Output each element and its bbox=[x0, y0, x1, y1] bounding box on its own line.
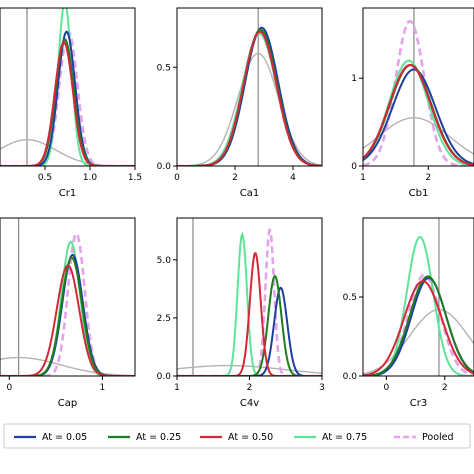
series-curve-3 bbox=[177, 251, 322, 376]
plot-area bbox=[177, 8, 322, 166]
panel-ca1: 0 2 4 0.0 0.5 Ca1 bbox=[157, 7, 323, 199]
x-tick-label: 0 bbox=[6, 383, 12, 393]
series-curve-4 bbox=[363, 235, 474, 376]
x-tick-label: 1 bbox=[100, 383, 106, 393]
series-curve-1 bbox=[177, 286, 322, 376]
legend-label: At = 0.05 bbox=[42, 432, 87, 443]
prior-curve bbox=[177, 52, 322, 166]
series-curve-5 bbox=[363, 273, 474, 376]
legend: At = 0.05 At = 0.25 At = 0.50 At = 0.75 Pool… bbox=[3, 423, 471, 449]
legend-label: At = 0.50 bbox=[228, 432, 273, 443]
x-axis-label: Cb1 bbox=[409, 188, 429, 199]
x-tick-label: 0.5 bbox=[38, 173, 52, 183]
x-tick-label: 1 bbox=[174, 383, 180, 393]
plot-area bbox=[363, 218, 474, 376]
series-curve-2 bbox=[0, 38, 135, 166]
plot-area bbox=[0, 8, 135, 166]
series-curve-4 bbox=[0, 8, 135, 166]
series-curve-1 bbox=[0, 30, 135, 166]
plot-area bbox=[177, 218, 322, 376]
x-axis-label: Cr1 bbox=[59, 188, 76, 199]
series-curve-1 bbox=[177, 26, 322, 166]
y-tick-label: 0.0 bbox=[343, 372, 358, 382]
plot-area bbox=[363, 8, 474, 166]
legend-label: At = 0.25 bbox=[136, 432, 181, 443]
y-tick-label: 1 bbox=[351, 74, 357, 84]
series-curve-3 bbox=[0, 41, 135, 166]
panel-cr3: 0 2 0.0 0.5 Cr3 bbox=[343, 217, 474, 409]
x-axis-label: Cap bbox=[58, 398, 77, 409]
axes-frame bbox=[0, 217, 136, 377]
y-tick-label: 0.5 bbox=[343, 293, 357, 303]
series-curve-5 bbox=[363, 19, 474, 166]
y-tick-label: 5.0 bbox=[157, 256, 172, 266]
series-curve-2 bbox=[363, 275, 474, 376]
legend-label: At = 0.75 bbox=[322, 432, 367, 443]
panel-cr1: 0.5 1.0 1.5 Cr1 bbox=[0, 7, 142, 199]
x-tick-label: 0 bbox=[174, 173, 180, 183]
y-tick-label: 0.5 bbox=[157, 63, 171, 73]
x-tick-label: 2 bbox=[425, 173, 431, 183]
x-tick-label: 1 bbox=[360, 173, 366, 183]
plot-area bbox=[0, 218, 135, 376]
x-tick-label: 2 bbox=[247, 383, 253, 393]
prior-curve bbox=[0, 138, 135, 166]
series-curve-4 bbox=[0, 240, 135, 376]
series-curve-3 bbox=[177, 30, 322, 166]
x-axis-label: Cr3 bbox=[410, 398, 427, 409]
x-tick-label: 1.0 bbox=[83, 173, 98, 183]
x-tick-label: 2 bbox=[232, 173, 238, 183]
x-axis-label: C4v bbox=[240, 398, 259, 409]
y-tick-label: 0.0 bbox=[157, 162, 172, 172]
series-curve-5 bbox=[0, 232, 135, 376]
axes-frame bbox=[176, 7, 323, 167]
prior-curve bbox=[177, 364, 322, 374]
series-curve-3 bbox=[363, 64, 474, 166]
x-tick-label: 4 bbox=[290, 173, 296, 183]
x-axis-label: Ca1 bbox=[240, 188, 259, 199]
y-tick-label: 0.0 bbox=[157, 372, 172, 382]
panel-cap: 0 1 Cap bbox=[0, 217, 136, 409]
legend-label: Pooled bbox=[422, 432, 454, 443]
prior-curve bbox=[0, 356, 135, 376]
x-tick-label: 3 bbox=[319, 383, 325, 393]
series-curve-3 bbox=[363, 280, 474, 376]
x-tick-label: 0 bbox=[384, 383, 390, 393]
axes-frame bbox=[0, 7, 136, 167]
y-tick-label: 0 bbox=[351, 162, 357, 172]
x-tick-label: 1.5 bbox=[128, 173, 142, 183]
axes-frame bbox=[362, 7, 474, 167]
panel-c4v: 1 2 3 0.0 2.5 5.0 C4v bbox=[157, 217, 325, 409]
x-tick-label: 2 bbox=[442, 383, 448, 393]
legend-box bbox=[3, 423, 471, 449]
y-tick-label: 2.5 bbox=[157, 314, 171, 324]
series-curve-4 bbox=[177, 231, 322, 376]
